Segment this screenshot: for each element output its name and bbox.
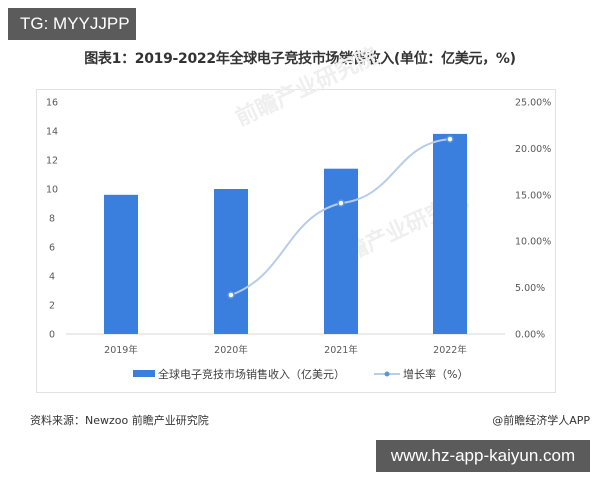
left-axis-tick: 6 [49, 243, 55, 254]
x-axis-tick: 2020年 [214, 344, 248, 356]
line-point-marker [227, 291, 235, 299]
bar-series [104, 133, 467, 334]
left-axis-tick: 14 [46, 127, 58, 138]
credit-note: @前瞻经济学人APP [492, 414, 590, 427]
legend-bar-swatch [133, 370, 155, 377]
source-note: 资料来源：Newzoo 前瞻产业研究院 [30, 414, 209, 427]
left-axis-tick: 8 [49, 214, 55, 225]
x-axis-tick: 2021年 [324, 344, 358, 356]
right-axis-tick: 20.00% [515, 144, 551, 155]
chart-frame [36, 89, 556, 393]
right-axis-tick: 5.00% [515, 283, 545, 294]
bar [433, 133, 467, 334]
right-axis: 0.00% 5.00% 10.00% 15.00% 20.00% 25.00% [515, 98, 551, 341]
line-point-marker [446, 135, 454, 143]
left-axis-tick: 12 [46, 156, 58, 167]
chart-title: 图表1：2019-2022年全球电子竞技市场销售收入(单位：亿美元，%) [84, 51, 516, 67]
bar [324, 168, 358, 334]
legend-line-marker-icon [384, 371, 390, 377]
tg-watermark-badge: TG: MYYJJPP [8, 8, 136, 40]
x-axis-tick: 2022年 [433, 344, 467, 356]
bar [214, 189, 248, 334]
legend: 全球电子竞技市场销售收入（亿美元） 增长率（%） [133, 367, 468, 381]
left-axis-tick: 16 [46, 98, 58, 109]
legend-bar-label: 全球电子竞技市场销售收入（亿美元） [158, 367, 345, 381]
watermark-text: 前瞻产业研究院 [232, 43, 383, 132]
right-axis-tick: 10.00% [515, 237, 551, 248]
left-axis-tick: 4 [49, 272, 55, 283]
x-axis-labels: 2019年 2020年 2021年 2022年 [104, 344, 467, 356]
left-axis-tick: 10 [46, 185, 58, 196]
right-axis-tick: 25.00% [515, 98, 551, 109]
left-axis-tick: 2 [49, 301, 55, 312]
line-series [227, 135, 454, 299]
url-watermark-badge: www.hz-app-kaiyun.com [376, 440, 590, 472]
right-axis-tick: 15.00% [515, 190, 551, 201]
bar [104, 194, 138, 334]
right-axis-tick: 0.00% [515, 330, 545, 341]
line-point-marker [337, 199, 345, 207]
left-axis-tick: 0 [49, 330, 55, 341]
x-axis-tick: 2019年 [104, 344, 138, 356]
left-axis: 0 2 4 6 8 10 12 14 16 [46, 98, 58, 341]
legend-line-label: 增长率（%） [403, 367, 468, 381]
